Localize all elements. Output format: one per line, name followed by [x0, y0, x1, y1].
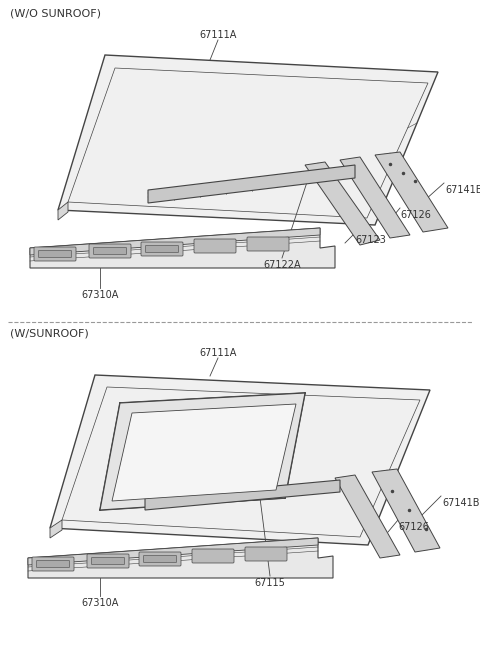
Polygon shape — [145, 480, 340, 510]
Polygon shape — [50, 520, 62, 538]
Polygon shape — [28, 538, 318, 565]
FancyBboxPatch shape — [92, 557, 124, 565]
Text: 67141B: 67141B — [442, 498, 480, 508]
FancyBboxPatch shape — [38, 250, 72, 257]
Polygon shape — [100, 393, 305, 510]
Text: 67310A: 67310A — [81, 598, 119, 608]
Text: 67115: 67115 — [254, 578, 286, 588]
Polygon shape — [375, 152, 448, 232]
FancyBboxPatch shape — [34, 247, 76, 261]
FancyBboxPatch shape — [145, 246, 179, 252]
Polygon shape — [50, 375, 430, 545]
Polygon shape — [30, 228, 320, 255]
FancyBboxPatch shape — [94, 248, 127, 255]
FancyBboxPatch shape — [194, 239, 236, 253]
Polygon shape — [335, 475, 400, 558]
Text: 67111A: 67111A — [199, 348, 237, 358]
Text: 67310A: 67310A — [81, 290, 119, 300]
FancyBboxPatch shape — [247, 237, 289, 251]
Text: 67126: 67126 — [400, 210, 431, 220]
Text: 67123: 67123 — [355, 235, 386, 245]
Polygon shape — [340, 157, 410, 238]
FancyBboxPatch shape — [139, 552, 181, 566]
Text: (W/O SUNROOF): (W/O SUNROOF) — [10, 8, 101, 18]
FancyBboxPatch shape — [141, 242, 183, 256]
Polygon shape — [372, 469, 440, 552]
Text: (W/SUNROOF): (W/SUNROOF) — [10, 328, 89, 338]
Text: 67122A: 67122A — [263, 260, 301, 270]
Text: 67111A: 67111A — [199, 30, 237, 40]
FancyBboxPatch shape — [245, 547, 287, 561]
Text: 67141B: 67141B — [445, 185, 480, 195]
Polygon shape — [28, 538, 333, 578]
FancyBboxPatch shape — [144, 555, 177, 563]
FancyBboxPatch shape — [89, 244, 131, 258]
Polygon shape — [58, 202, 68, 220]
Polygon shape — [148, 165, 355, 203]
FancyBboxPatch shape — [32, 557, 74, 571]
Polygon shape — [112, 404, 296, 501]
Polygon shape — [305, 162, 380, 245]
FancyBboxPatch shape — [192, 549, 234, 563]
Polygon shape — [58, 55, 438, 225]
FancyBboxPatch shape — [36, 561, 70, 567]
Text: 67126: 67126 — [398, 522, 429, 532]
Polygon shape — [30, 228, 335, 268]
FancyBboxPatch shape — [87, 554, 129, 568]
